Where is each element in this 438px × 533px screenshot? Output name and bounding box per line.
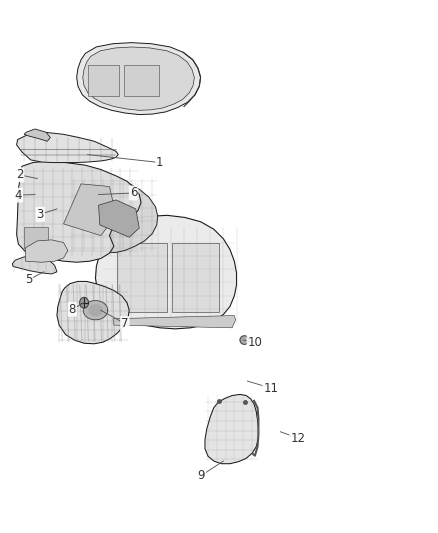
Polygon shape xyxy=(240,336,249,344)
Polygon shape xyxy=(95,215,237,329)
Polygon shape xyxy=(17,161,141,262)
Polygon shape xyxy=(57,281,129,344)
Polygon shape xyxy=(205,394,258,464)
Polygon shape xyxy=(172,243,219,312)
Text: 12: 12 xyxy=(290,432,305,445)
Polygon shape xyxy=(89,305,102,316)
Text: 11: 11 xyxy=(263,382,278,394)
Polygon shape xyxy=(17,132,118,163)
Polygon shape xyxy=(124,65,159,96)
Text: 3: 3 xyxy=(37,208,44,221)
Text: 5: 5 xyxy=(25,273,32,286)
Text: 7: 7 xyxy=(121,317,129,330)
Text: 4: 4 xyxy=(14,189,22,201)
Polygon shape xyxy=(99,200,139,237)
Polygon shape xyxy=(113,316,236,328)
Text: 2: 2 xyxy=(16,168,24,181)
Polygon shape xyxy=(83,301,108,320)
Polygon shape xyxy=(25,240,68,262)
Text: 8: 8 xyxy=(69,303,76,316)
Polygon shape xyxy=(64,184,116,236)
Polygon shape xyxy=(24,227,48,248)
Polygon shape xyxy=(88,65,119,96)
Text: 9: 9 xyxy=(198,469,205,482)
Polygon shape xyxy=(69,175,158,253)
Polygon shape xyxy=(80,297,88,308)
Text: 1: 1 xyxy=(156,156,164,169)
Text: 10: 10 xyxy=(247,336,262,349)
Polygon shape xyxy=(12,256,57,274)
Polygon shape xyxy=(24,129,50,141)
Polygon shape xyxy=(83,47,194,110)
Polygon shape xyxy=(77,43,201,115)
Polygon shape xyxy=(117,243,167,312)
Text: 6: 6 xyxy=(130,187,138,199)
